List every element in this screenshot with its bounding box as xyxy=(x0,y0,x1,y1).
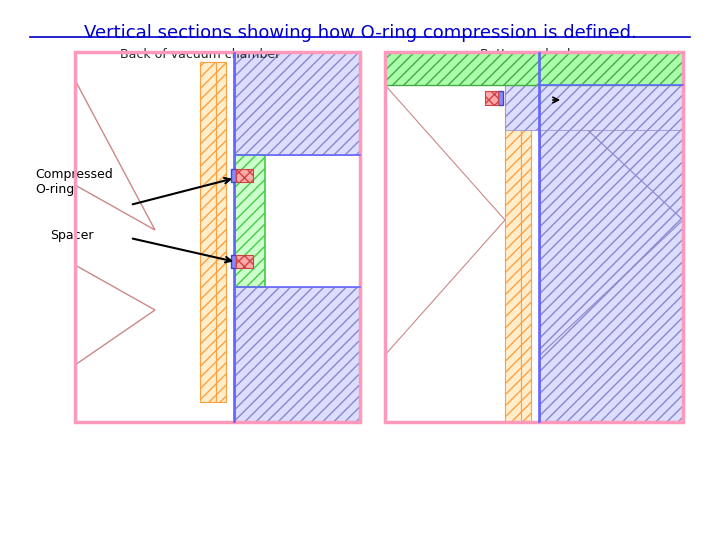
Text: Spacer: Spacer xyxy=(50,230,94,242)
Text: Back of vacuum chamber: Back of vacuum chamber xyxy=(120,48,280,61)
Bar xyxy=(505,85,683,130)
Bar xyxy=(538,52,540,422)
Bar xyxy=(505,80,521,422)
Bar xyxy=(385,52,683,85)
Bar xyxy=(216,62,226,402)
Text: Compressed
O-ring: Compressed O-ring xyxy=(35,168,113,196)
Bar xyxy=(233,52,235,422)
Bar xyxy=(236,255,253,268)
Bar xyxy=(540,52,683,422)
Bar xyxy=(231,169,236,182)
Bar xyxy=(235,287,360,422)
Text: Vertical sections showing how O-ring compression is defined.: Vertical sections showing how O-ring com… xyxy=(84,24,636,42)
Bar xyxy=(236,169,253,182)
Bar xyxy=(75,52,220,422)
Bar xyxy=(498,91,503,105)
Bar xyxy=(235,52,360,155)
Text: Bottom pole shoe: Bottom pole shoe xyxy=(480,48,590,61)
Bar xyxy=(235,155,265,287)
Bar xyxy=(485,91,498,105)
Bar xyxy=(231,255,236,268)
Bar xyxy=(385,52,683,422)
Bar xyxy=(521,80,531,422)
Bar xyxy=(75,52,360,422)
Bar xyxy=(385,52,500,422)
Bar xyxy=(200,62,216,402)
